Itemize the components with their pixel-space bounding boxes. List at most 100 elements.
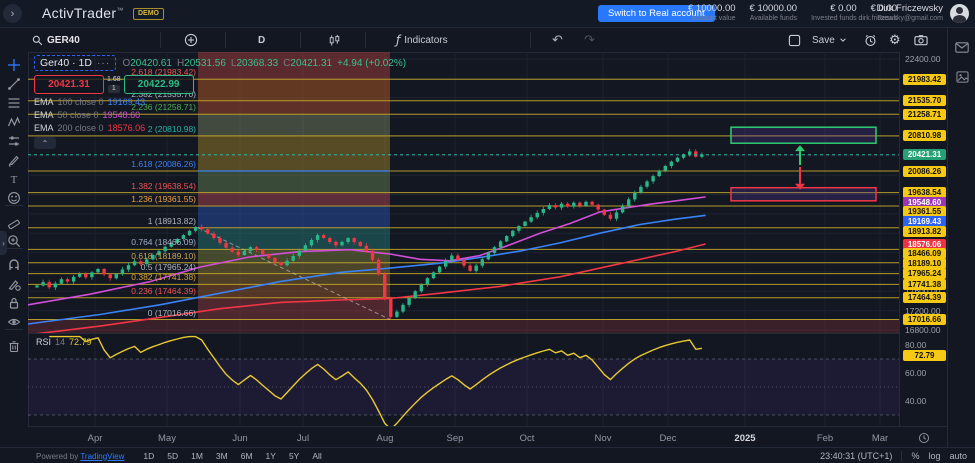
candle-body — [41, 282, 45, 286]
eye-icon — [7, 318, 21, 326]
candle-body — [53, 283, 57, 288]
auto-scale-button[interactable]: auto — [949, 451, 967, 461]
fib-retracement-tool[interactable] — [5, 94, 23, 112]
candle-body — [431, 272, 436, 279]
range-3m-button[interactable]: 3M — [215, 451, 228, 461]
emoji-tool[interactable] — [5, 189, 23, 207]
compare-add-button[interactable] — [184, 28, 198, 52]
range-6m-button[interactable]: 6M — [240, 451, 253, 461]
symbol-label: GER40 — [47, 34, 80, 46]
price-badge: 17741.38 — [903, 278, 946, 290]
candle-body — [578, 202, 582, 206]
legend-collapse-button[interactable]: ⌃ — [34, 137, 56, 149]
user-info: Dirk Friczewsky dirk.friczewsky@gmail.co… — [858, 3, 943, 22]
candle-body — [700, 154, 704, 157]
eye-tool[interactable] — [5, 313, 23, 331]
candle-body — [547, 205, 552, 209]
zoom-tool[interactable] — [5, 232, 23, 250]
forecast-tool[interactable] — [5, 132, 23, 150]
redo-button[interactable]: ↷ — [584, 32, 595, 48]
candle-body — [669, 161, 674, 166]
tradingview-link[interactable]: TradingView — [80, 451, 125, 461]
avatar[interactable] — [950, 4, 969, 23]
chart-type-button[interactable] — [328, 28, 341, 52]
divider — [5, 205, 23, 206]
settings-button[interactable]: ⚙ — [889, 32, 901, 48]
fib-label: 1.618 (20086.26) — [131, 159, 196, 169]
ruler-icon — [8, 219, 20, 229]
rsi-pane[interactable] — [28, 333, 899, 426]
range-5d-button[interactable]: 5D — [167, 451, 179, 461]
pane-divider[interactable] — [28, 333, 947, 334]
range-5y-button[interactable]: 5Y — [288, 451, 300, 461]
price-axis[interactable]: 22400.0018800.0017600.0017200.0016800.00… — [899, 52, 948, 426]
candle-body — [681, 154, 686, 158]
drawing-lock-tool[interactable] — [5, 275, 23, 293]
save-button[interactable]: Save — [812, 28, 847, 52]
account-stats: € 10000.00 Account value € 10000.00 Avai… — [688, 3, 897, 22]
log-scale-button[interactable]: log — [928, 451, 941, 461]
range-all-button[interactable]: All — [312, 451, 322, 461]
time-axis[interactable]: Apr May Jun Jul Aug Sep Oct Nov Dec 2025 Feb Mar — [28, 426, 947, 448]
ruler-tool[interactable] — [5, 213, 23, 231]
candle-body — [291, 256, 295, 261]
mail-icon[interactable] — [953, 38, 971, 56]
magnet-icon — [9, 259, 19, 270]
time-axis-label: Sep — [446, 433, 464, 444]
down-arrowhead — [795, 183, 805, 190]
gallery-icon[interactable] — [953, 68, 971, 86]
candle-body — [620, 206, 625, 213]
layout-button[interactable] — [788, 28, 801, 52]
fib-band — [198, 262, 390, 274]
brush-tool[interactable] — [5, 151, 23, 169]
candle-body — [151, 255, 155, 260]
price-badge: 21258.71 — [903, 108, 946, 120]
switch-to-real-button[interactable]: Switch to Real account — [598, 5, 715, 22]
brush-icon — [8, 155, 19, 167]
powered-by: Powered by TradingView — [36, 451, 125, 461]
price-badge: 19548.60 — [903, 196, 946, 208]
divider — [225, 32, 226, 48]
watchlist-expander[interactable]: › — [0, 231, 7, 255]
alert-button[interactable] — [864, 28, 877, 52]
range-1d-button[interactable]: 1D — [143, 451, 155, 461]
indicators-button[interactable]: ƒ Indicators — [396, 33, 448, 47]
trendline-tool[interactable] — [5, 75, 23, 93]
screenshot-button[interactable] — [914, 28, 928, 52]
session-clock[interactable]: 23:40:31 (UTC+1) — [820, 451, 893, 461]
symbol-search[interactable]: GER40 — [32, 28, 80, 52]
price-axis-label: 17200.00 — [905, 305, 941, 316]
ema-legend-row: EMA 50 close 0 19548.60 — [34, 110, 141, 120]
undo-button[interactable]: ↶ — [552, 32, 563, 48]
divider — [5, 248, 23, 249]
percent-scale-button[interactable]: % — [911, 451, 920, 461]
candle-body — [602, 209, 606, 215]
candlestick-icon — [329, 34, 340, 46]
range-1y-button[interactable]: 1Y — [265, 451, 276, 461]
range-1m-button[interactable]: 1M — [191, 451, 203, 461]
divider — [530, 32, 531, 48]
interval-button[interactable]: D — [258, 34, 266, 46]
trash-tool[interactable] — [5, 337, 23, 355]
lock-tool[interactable] — [5, 294, 23, 312]
price-chart-pane[interactable] — [28, 52, 899, 333]
legend-symbol-chip[interactable]: Ger40 · 1D ··· — [34, 55, 117, 71]
candle-body — [334, 241, 338, 246]
time-axis-label: Feb — [816, 433, 834, 444]
drawing-lock-icon — [8, 280, 21, 291]
text-tool[interactable]: T — [5, 170, 23, 188]
trendline-icon — [8, 78, 20, 90]
collapse-panel-icon[interactable]: › — [3, 4, 22, 23]
buy-button[interactable]: 20422.99 — [123, 75, 194, 94]
magnet-tool[interactable] — [5, 256, 23, 274]
candle-body — [480, 259, 484, 266]
pattern-tool[interactable] — [5, 113, 23, 131]
lock-icon — [9, 297, 19, 309]
fib-label: 1.382 (19638.54) — [131, 180, 196, 191]
crosshair-tool[interactable] — [5, 56, 23, 74]
candle-body — [395, 311, 399, 317]
account-stat: € 10000.00 Account value — [688, 3, 736, 22]
timezone-settings-icon[interactable] — [918, 431, 930, 449]
candle-body — [468, 265, 472, 271]
sell-button[interactable]: 20421.31 — [34, 75, 104, 94]
